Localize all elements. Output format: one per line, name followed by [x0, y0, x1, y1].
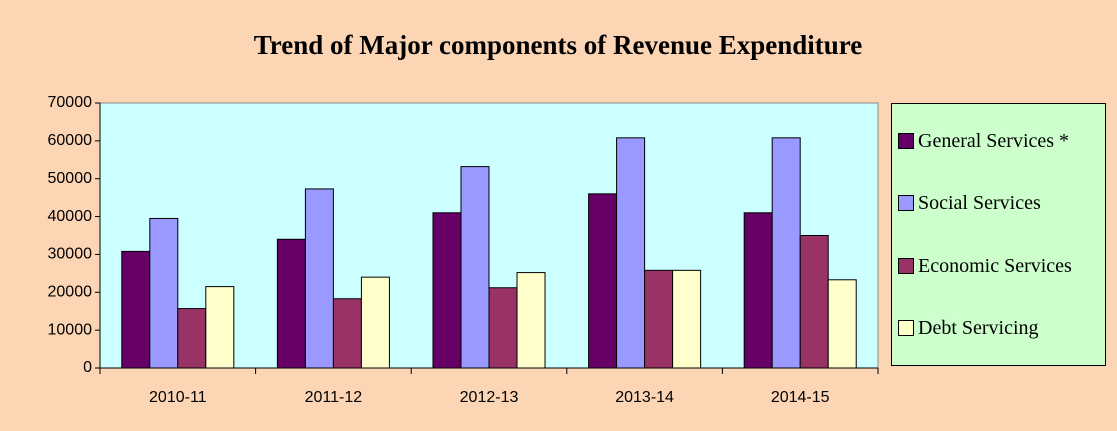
- legend-label: General Services *: [918, 130, 1070, 153]
- legend-label: Debt Servicing: [918, 316, 1039, 339]
- legend-swatch: [898, 319, 914, 336]
- x-tick-label: 2010-11: [149, 389, 207, 406]
- y-tick-label: 40000: [48, 208, 93, 225]
- legend: General Services * Social Services Economi…: [891, 103, 1106, 366]
- bar: [304, 188, 334, 369]
- bar: [121, 250, 151, 369]
- y-tick-label: 20000: [48, 284, 93, 301]
- chart-title: Trend of Major components of Revenue Exp…: [254, 30, 863, 60]
- x-tick-label: 2013-14: [615, 389, 674, 406]
- bar: [588, 193, 618, 369]
- y-tick-label: 60000: [48, 132, 93, 149]
- y-tick-label: 50000: [48, 170, 93, 187]
- x-tick-label: 2014-15: [771, 389, 830, 406]
- bar: [488, 287, 518, 369]
- bar: [827, 279, 857, 369]
- y-tick-label: 0: [83, 359, 92, 376]
- bar: [177, 308, 207, 369]
- legend-swatch: [898, 257, 914, 274]
- bar: [276, 238, 306, 369]
- bar: [332, 298, 362, 369]
- bar: [360, 276, 390, 369]
- bar: [644, 269, 674, 369]
- bar: [799, 235, 829, 369]
- bar: [460, 166, 490, 369]
- bar: [149, 217, 179, 369]
- bar: [205, 286, 235, 369]
- bar: [516, 272, 546, 369]
- legend-entry: General Services *: [892, 129, 1105, 153]
- x-tick-label: 2011-12: [305, 389, 363, 406]
- legend-swatch: [898, 195, 914, 212]
- y-tick-label: 30000: [48, 246, 93, 263]
- bar: [672, 269, 702, 369]
- legend-label: Economic Services: [918, 254, 1072, 277]
- y-tick-label: 10000: [48, 321, 93, 338]
- legend-entry: Economic Services: [892, 254, 1105, 278]
- bar: [771, 137, 801, 369]
- legend-swatch: [898, 133, 914, 150]
- bar: [432, 212, 462, 369]
- x-tick-label: 2012-13: [460, 389, 519, 406]
- y-tick-label: 70000: [48, 94, 93, 111]
- legend-entry: Social Services: [892, 191, 1105, 215]
- bar: [616, 137, 646, 369]
- legend-label: Social Services: [918, 192, 1041, 215]
- legend-entry: Debt Servicing: [892, 316, 1105, 340]
- bar: [743, 212, 773, 369]
